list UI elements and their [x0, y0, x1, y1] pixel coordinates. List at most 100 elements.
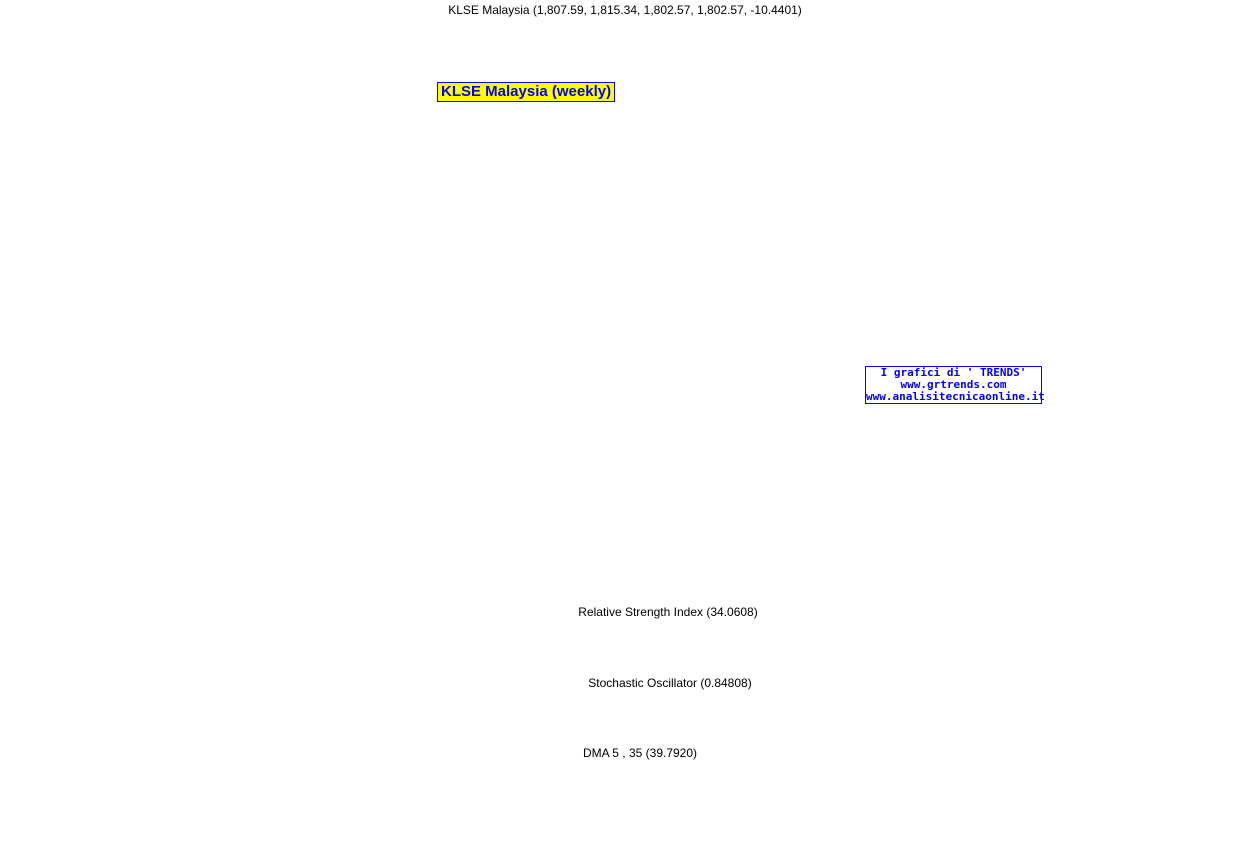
y-tick-label: 1950: [1218, 19, 1245, 33]
y-tick-label: 1550: [1218, 155, 1245, 169]
sell-arrow-icon: [384, 197, 394, 211]
y-tick-label: 1300: [1218, 259, 1245, 273]
y-tick-label: 1850: [18, 50, 45, 64]
panel-tick-label: 50: [1232, 633, 1246, 647]
sell-arrow-icon: [1157, 41, 1166, 55]
y-tick-label: 1500: [18, 175, 45, 189]
plot-frame: [49, 0, 1201, 839]
x-tick-label: 2010: [644, 841, 671, 855]
sell-arrow-icon: [832, 107, 841, 121]
credit-line[interactable]: www.analisitecnicaonline.it: [866, 390, 1045, 403]
y-tick-label: 850: [1225, 511, 1245, 525]
sell-arrow-icon: [427, 269, 437, 283]
buy-arrow-icon: [124, 484, 134, 498]
x-tick-label: 2014: [1164, 841, 1191, 855]
y-tick-label: 1400: [18, 216, 45, 230]
stochastic-k-line: [90, 678, 1162, 740]
buy-arrow-icon: [1059, 109, 1069, 123]
sell-arrow-icon: [626, 257, 636, 271]
sell-arrow-icon: [1146, 25, 1156, 39]
y-tick-label: 750: [1225, 586, 1245, 600]
y-tick-label: 900: [1225, 478, 1245, 492]
x-tick-label: 2009: [514, 841, 541, 855]
y-tick-label: 1150: [1219, 332, 1245, 346]
y-tick-label: 1600: [18, 136, 45, 150]
sell-arrow-icon: [268, 234, 278, 248]
y-tick-label: 1750: [1218, 83, 1245, 97]
rsi-line: [90, 605, 1162, 676]
y-tick-label: 1250: [18, 283, 45, 297]
chart-label-box: KLSE Malaysia (weekly): [437, 82, 616, 102]
buy-arrow-icon: [496, 517, 506, 531]
panel-tick-label: 0: [1238, 780, 1245, 794]
buy-arrow-icon: [962, 141, 971, 155]
x-tick-label: 2008: [384, 841, 411, 855]
panel-tick-label: 50: [32, 633, 46, 647]
y-tick-label: 1950: [18, 19, 45, 33]
y-tick-label: 1800: [18, 66, 45, 80]
buy-arrow-icon: [1132, 92, 1142, 106]
y-tick-label: 1900: [18, 34, 45, 48]
x-tick-label: 2013: [1034, 841, 1061, 855]
y-tick-label: 850: [25, 511, 45, 525]
y-tick-label: 1500: [1218, 175, 1245, 189]
x-tick-label: 2012: [904, 841, 931, 855]
panel-tick-label: 50: [1232, 702, 1246, 716]
trendline: [861, 56, 1201, 252]
panel-tick-label: -100: [1221, 798, 1245, 812]
y-tick-label: 800: [1225, 547, 1245, 561]
dma-signal-line: [163, 752, 1162, 828]
sell-arrow-icon: [677, 242, 687, 256]
y-tick-label: 1400: [1218, 216, 1245, 230]
buy-arrow-icon: [422, 306, 432, 320]
y-tick-label: 1650: [18, 118, 45, 132]
y-tick-label: 1650: [1218, 118, 1245, 132]
y-tick-label: 950: [1225, 445, 1245, 459]
y-tick-label: 1600: [1218, 136, 1245, 150]
y-tick-label: 1000: [1218, 415, 1245, 429]
buy-arrow-icon: [864, 208, 874, 222]
y-tick-label: 1800: [1218, 66, 1245, 80]
y-tick-label: 1850: [1218, 50, 1245, 64]
chart-title: KLSE Malaysia (1,807.59, 1,815.34, 1,802…: [448, 3, 802, 17]
panel-tick-label: -200: [21, 815, 45, 829]
credits-box: I grafici di ' TRENDS' www.grtrends.com …: [865, 366, 1045, 404]
y-tick-label: 1050: [1218, 386, 1245, 400]
sell-arrow-icon: [1099, 67, 1109, 81]
stochastic-label: Stochastic Oscillator (0.84808): [588, 676, 751, 690]
y-tick-label: 1550: [18, 155, 45, 169]
y-tick-label: 1700: [18, 100, 45, 114]
y-tick-label: 1750: [18, 83, 45, 97]
panel-tick-label: 100: [1225, 763, 1245, 777]
y-tick-label: 1150: [19, 332, 45, 346]
y-tick-label: 900: [25, 478, 45, 492]
y-tick-label: 1300: [18, 259, 45, 273]
y-tick-label: 1450: [18, 195, 45, 209]
x-tick-label: 2007: [254, 841, 281, 855]
x-tick-label: 2011: [774, 841, 800, 855]
y-tick-label: 1700: [1218, 100, 1245, 114]
panel-tick-label: -100: [21, 798, 45, 812]
x-tick-label: 2006: [124, 841, 151, 855]
rsi-label: Relative Strength Index (34.0608): [578, 605, 757, 619]
y-tick-label: 1100: [1219, 359, 1245, 373]
panel-tick-label: 50: [32, 702, 46, 716]
sell-arrow-icon: [167, 447, 177, 461]
sell-arrow-icon: [767, 117, 776, 131]
credit-line: I grafici di ' TRENDS': [880, 366, 1027, 379]
y-tick-label: 1350: [18, 237, 45, 251]
y-tick-label: 1900: [1218, 34, 1245, 48]
moving-average-line: [77, 66, 1162, 505]
buy-arrow-icon: [195, 472, 205, 486]
y-tick-label: 1200: [1218, 307, 1245, 321]
dma-label: DMA 5 , 35 (39.7920): [583, 746, 697, 760]
panel-tick-label: 0: [38, 780, 45, 794]
y-tick-label: 1000: [18, 415, 45, 429]
credit-line[interactable]: www.grtrends.com: [900, 378, 1007, 391]
y-tick-label: 750: [25, 586, 45, 600]
y-tick-label: 1050: [18, 386, 45, 400]
y-tick-label: 1100: [19, 359, 45, 373]
x-tick-label: 2005: [54, 841, 81, 855]
